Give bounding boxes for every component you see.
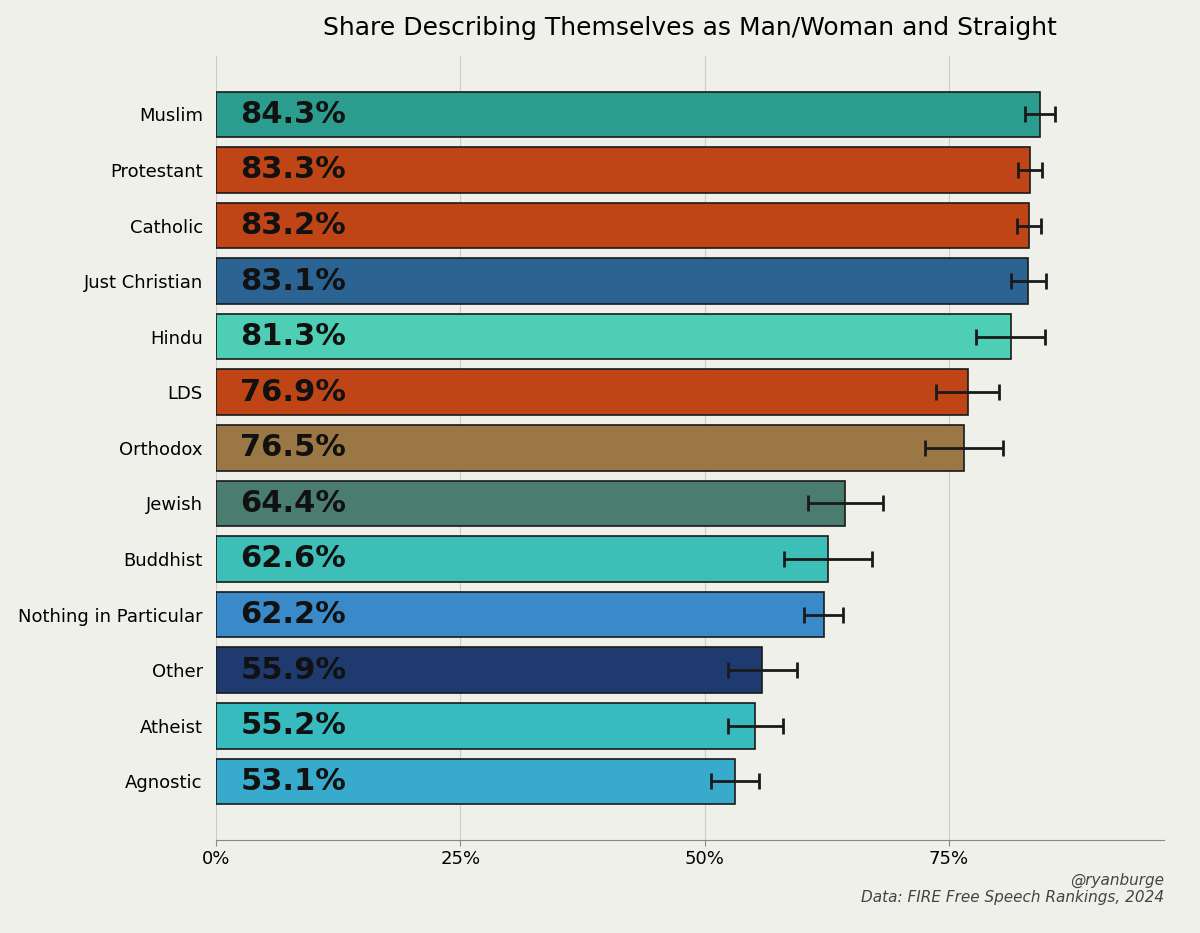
Text: @ryanburge
Data: FIRE Free Speech Rankings, 2024: @ryanburge Data: FIRE Free Speech Rankin… [860, 872, 1164, 905]
Bar [216, 425, 964, 470]
Bar [216, 369, 967, 415]
Text: 83.3%: 83.3% [240, 156, 346, 185]
Bar [216, 480, 845, 526]
Bar [216, 703, 756, 748]
Bar [216, 147, 1030, 193]
Text: 64.4%: 64.4% [240, 489, 347, 518]
Bar [216, 313, 1010, 359]
Text: 62.6%: 62.6% [240, 545, 347, 574]
Bar [216, 202, 1030, 248]
Text: 76.5%: 76.5% [240, 433, 347, 463]
Text: 84.3%: 84.3% [240, 100, 347, 129]
Bar [216, 258, 1028, 304]
Bar [216, 536, 828, 582]
Text: 83.1%: 83.1% [240, 267, 347, 296]
Bar [216, 592, 824, 637]
Bar [216, 759, 734, 804]
Text: 62.2%: 62.2% [240, 600, 346, 629]
Bar [216, 91, 1040, 137]
Text: 55.9%: 55.9% [240, 656, 347, 685]
Text: 55.2%: 55.2% [240, 711, 347, 740]
Text: 53.1%: 53.1% [240, 767, 347, 796]
Title: Share Describing Themselves as Man/Woman and Straight: Share Describing Themselves as Man/Woman… [323, 16, 1057, 40]
Text: 83.2%: 83.2% [240, 211, 346, 240]
Text: 76.9%: 76.9% [240, 378, 347, 407]
Text: 81.3%: 81.3% [240, 322, 347, 351]
Bar [216, 648, 762, 693]
